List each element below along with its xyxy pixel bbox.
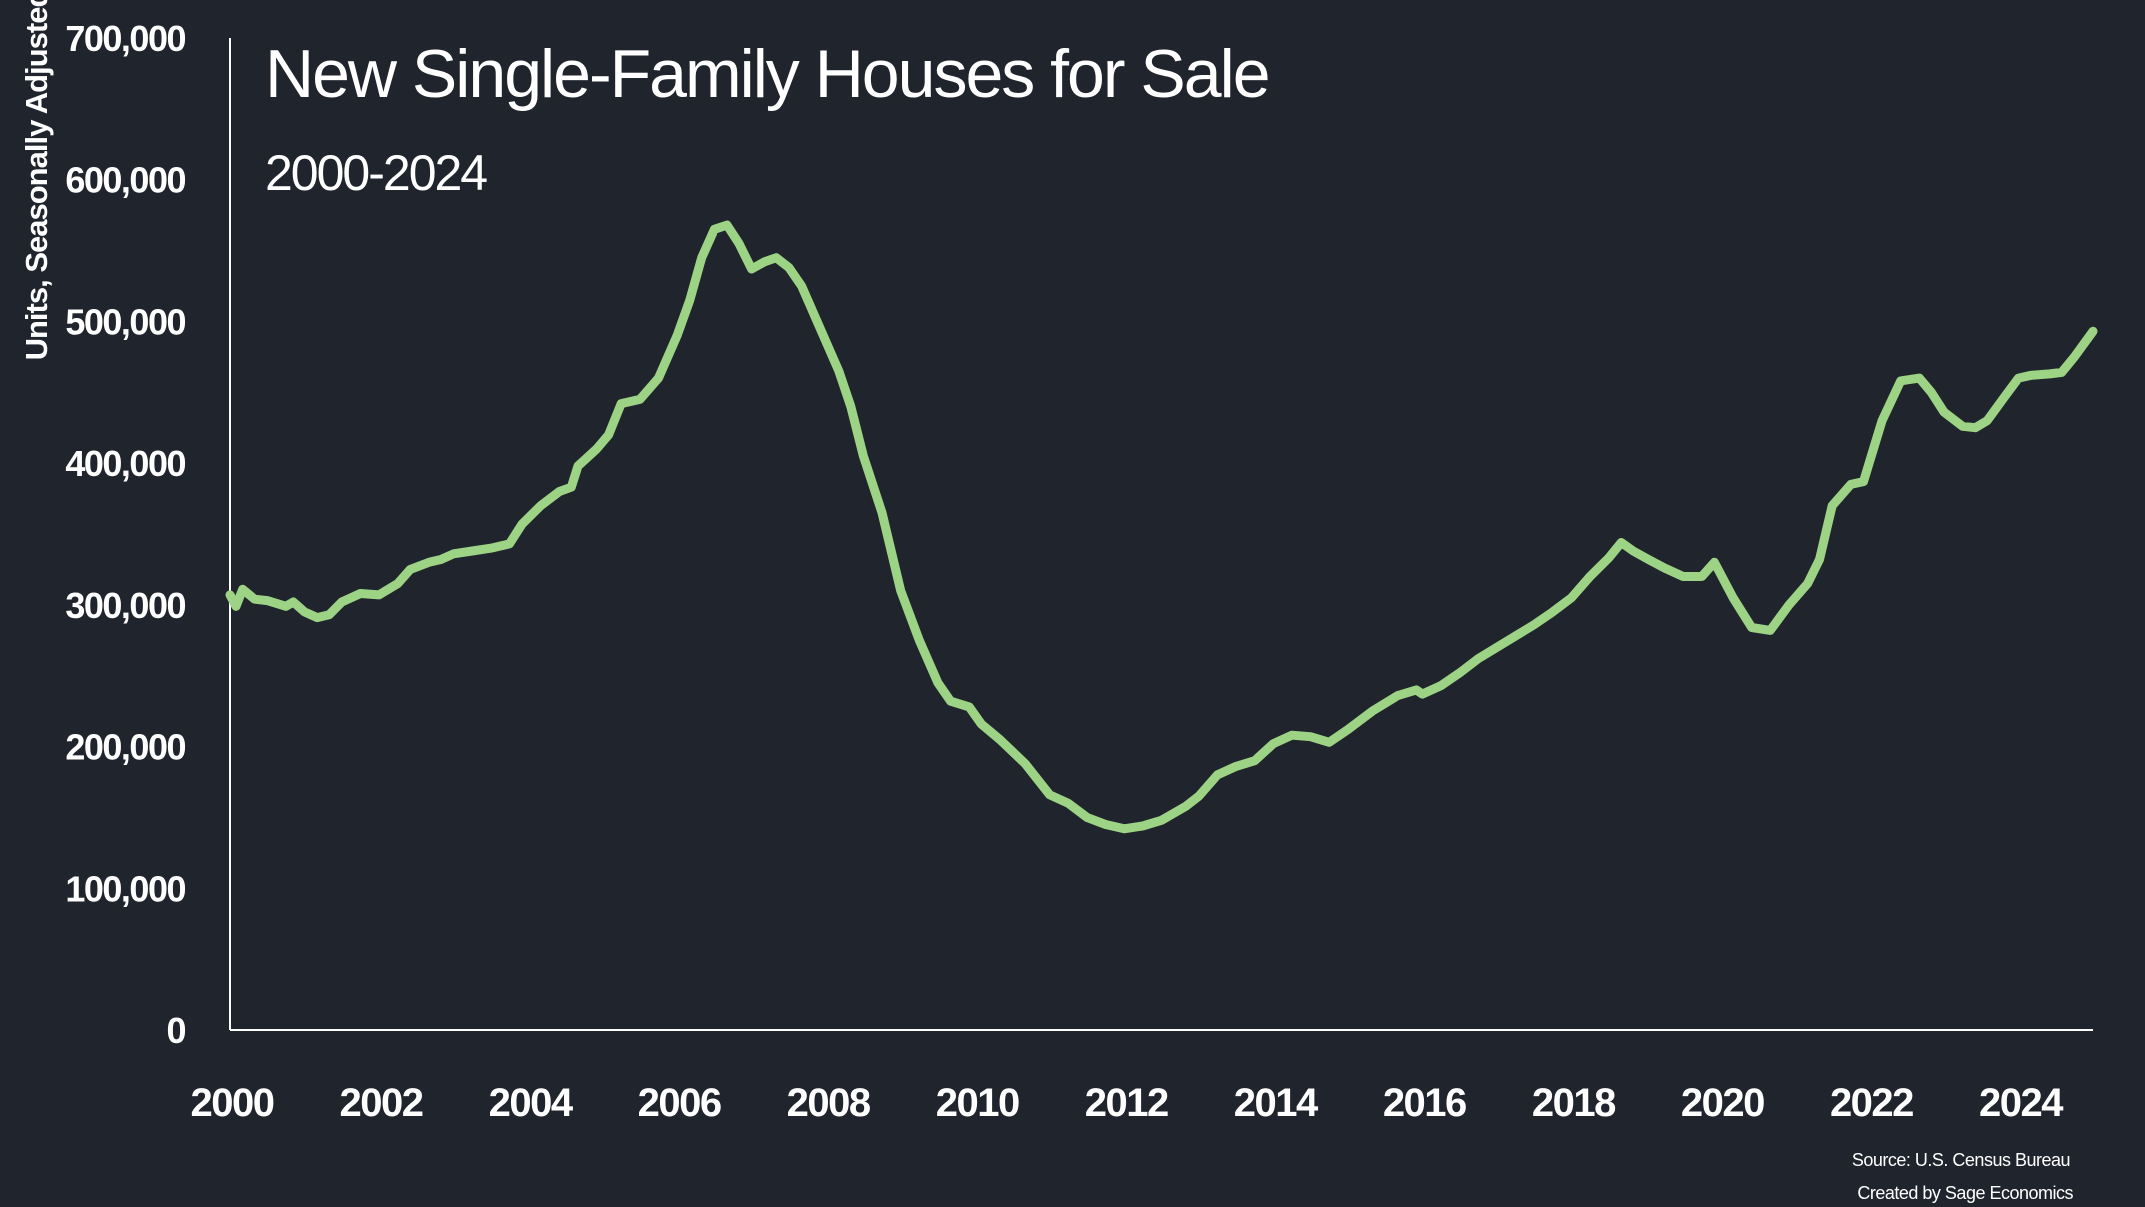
y-tick-label: 200,000 xyxy=(65,727,185,768)
x-tick-label: 2020 xyxy=(1681,1081,1764,1125)
x-tick-label: 2024 xyxy=(1979,1081,2064,1125)
source-text: Source: U.S. Census Bureau xyxy=(1852,1150,2070,1170)
y-tick-label: 500,000 xyxy=(65,301,185,342)
x-tick-label: 2006 xyxy=(638,1081,721,1125)
series-line xyxy=(225,220,2098,834)
y-axis-ticks: 0 100,000 200,000 300,000 400,000 500,000 600,… xyxy=(65,18,187,1051)
x-tick-label: 2000 xyxy=(191,1081,274,1125)
x-axis-ticks: 2000 2002 2004 2006 2008 2010 2012 2014 2016 2018… xyxy=(191,1081,2066,1125)
x-tick-label: 2008 xyxy=(787,1081,871,1125)
y-axis-title: Units, Seasonally Adjusted xyxy=(19,0,54,360)
x-tick-label: 2010 xyxy=(936,1081,1019,1125)
y-tick-label: 0 xyxy=(166,1010,185,1051)
x-tick-label: 2014 xyxy=(1234,1081,1319,1125)
x-tick-label: 2004 xyxy=(489,1081,574,1125)
x-tick-label: 2002 xyxy=(340,1081,423,1125)
x-tick-label: 2022 xyxy=(1830,1081,1913,1125)
y-tick-label: 700,000 xyxy=(65,18,185,59)
x-tick-label: 2018 xyxy=(1532,1081,1616,1125)
credit-text: Created by Sage Economics xyxy=(1857,1183,2073,1203)
y-tick-label: 600,000 xyxy=(65,160,185,201)
y-tick-label: 300,000 xyxy=(65,585,185,626)
x-tick-label: 2012 xyxy=(1085,1081,1168,1125)
y-tick-label: 100,000 xyxy=(65,868,185,909)
chart-subtitle: 2000-2024 xyxy=(265,145,487,201)
chart-title: New Single-Family Houses for Sale xyxy=(265,36,1269,112)
y-tick-label: 400,000 xyxy=(65,443,185,484)
x-tick-label: 2016 xyxy=(1383,1081,1466,1125)
